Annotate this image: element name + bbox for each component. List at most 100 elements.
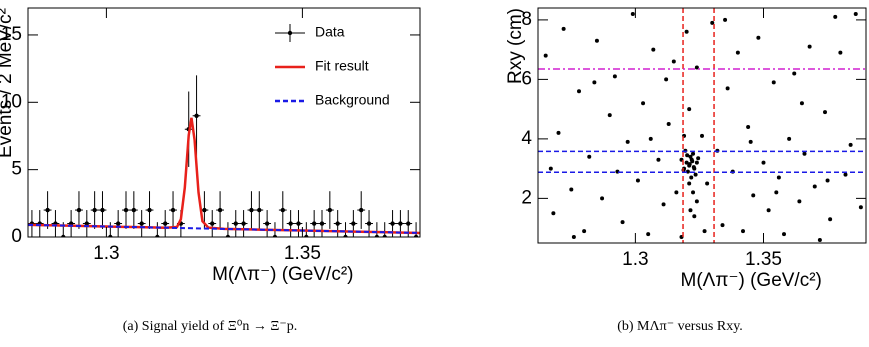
scatter-point xyxy=(687,181,692,186)
legend-swatch xyxy=(287,30,293,36)
scatter-point xyxy=(592,80,597,85)
scatter-point xyxy=(782,232,786,237)
scatter-point xyxy=(689,175,694,180)
scatter-point xyxy=(705,181,710,186)
scatter-point xyxy=(761,160,766,165)
scatter-point xyxy=(688,208,693,213)
line-series xyxy=(28,223,420,234)
scatter-point xyxy=(694,65,699,70)
scatter-point xyxy=(694,199,699,204)
scatter-point xyxy=(700,133,704,138)
scatter-point xyxy=(725,86,730,91)
data-point xyxy=(280,207,285,213)
scatter-point xyxy=(858,205,863,210)
scatter-point xyxy=(746,124,751,129)
y-tick-label: 10 xyxy=(1,91,22,112)
data-point xyxy=(170,207,176,213)
scatter-point xyxy=(646,232,651,237)
scatter-point xyxy=(651,47,656,52)
data-point xyxy=(296,221,301,226)
scatter-point xyxy=(691,165,696,170)
scatter-point xyxy=(685,153,690,158)
scatter-point xyxy=(812,184,817,189)
scatter-point xyxy=(561,26,566,31)
y-axis-label: Events / 2 MeV/c² xyxy=(0,8,16,158)
scatter-point xyxy=(751,193,756,198)
scatter-point xyxy=(776,175,781,180)
scatter-point xyxy=(694,160,699,165)
x-tick-label: 1.3 xyxy=(622,249,648,270)
data-point xyxy=(139,221,144,226)
scatter-point xyxy=(661,202,666,207)
scatter-point xyxy=(766,208,771,213)
data-point xyxy=(343,234,348,237)
data-point xyxy=(335,221,340,226)
scatter-point xyxy=(692,214,697,219)
scatter-point xyxy=(687,107,692,112)
scatter-point xyxy=(797,199,802,204)
scatter-point xyxy=(838,50,843,55)
scatter-point xyxy=(551,211,556,216)
y-axis-label: Rxy (cm) xyxy=(505,8,526,84)
scatter-point xyxy=(802,151,807,156)
data-point xyxy=(163,221,168,226)
data-point xyxy=(100,207,105,213)
scatter-point xyxy=(684,160,689,165)
scatter-point xyxy=(664,77,669,82)
scatter-point xyxy=(543,53,548,58)
caption: (a) Signal yield of Ξ⁰n → Ξ⁻p. xyxy=(123,319,297,334)
scatter-point xyxy=(853,11,858,16)
scatter-point xyxy=(594,38,599,43)
scatter-point xyxy=(799,101,804,106)
scatter-point xyxy=(582,229,587,234)
data-point xyxy=(257,207,262,213)
x-tick-label: 1.35 xyxy=(284,243,321,264)
y-tick-label: 0 xyxy=(11,226,22,247)
scatter-point xyxy=(687,162,692,167)
legend-label: Background xyxy=(315,92,390,108)
data-point xyxy=(413,234,419,237)
scatter-point xyxy=(702,229,707,234)
scatter-point xyxy=(825,178,830,183)
scatter-point xyxy=(690,159,695,164)
scatter-point xyxy=(648,136,653,141)
data-point xyxy=(108,234,113,237)
scatter-point xyxy=(843,172,848,177)
data-point xyxy=(327,207,333,213)
data-point xyxy=(311,221,317,226)
data-point xyxy=(374,234,380,237)
scatter-point xyxy=(710,20,715,25)
scatter-point xyxy=(684,29,689,34)
data-point xyxy=(382,234,387,237)
data-point xyxy=(210,221,215,226)
scatter-point xyxy=(641,101,646,106)
scatter-point xyxy=(771,80,776,85)
scatter-point xyxy=(635,178,640,183)
data-point xyxy=(61,234,66,237)
data-point xyxy=(147,207,152,213)
scatter-point xyxy=(691,151,696,156)
data-point xyxy=(45,207,50,213)
data-point xyxy=(123,207,129,213)
data-point xyxy=(202,207,207,213)
data-point xyxy=(264,221,270,226)
scatter-point xyxy=(569,187,574,192)
scatter-point xyxy=(556,130,561,135)
x-axis-label: M(Λπ⁻) (GeV/c²) xyxy=(212,264,353,285)
y-tick-label: 2 xyxy=(521,187,532,208)
scatter-point xyxy=(671,59,676,64)
scatter-point xyxy=(607,113,612,118)
scatter-point xyxy=(548,166,553,171)
scatter-point xyxy=(612,74,617,79)
x-tick-label: 1.3 xyxy=(93,243,119,264)
scatter-point xyxy=(674,190,679,195)
scatter-point xyxy=(735,50,740,55)
axes-frame xyxy=(27,7,421,238)
scatter-point xyxy=(823,110,827,115)
data-point xyxy=(131,207,137,213)
scatter-point xyxy=(807,44,812,49)
scatter-point xyxy=(656,157,661,162)
scatter-point xyxy=(600,196,605,201)
data-point xyxy=(398,221,403,226)
